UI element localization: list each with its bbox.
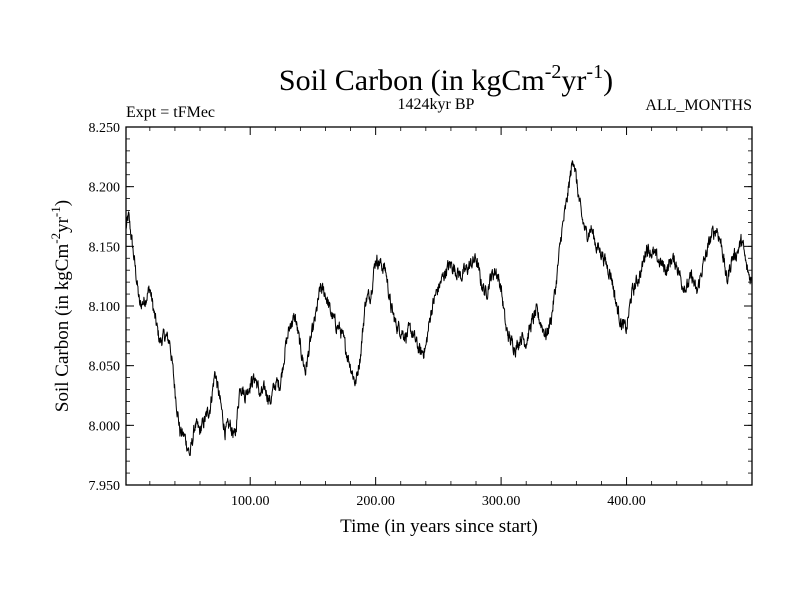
x-axis: 100.00 200.00 300.00 400.00 xyxy=(149,127,728,509)
chart-title: Soil Carbon (in kgCm-2yr-1) xyxy=(279,61,613,97)
x-axis-label: Time (in years since start) xyxy=(340,516,538,537)
y-tick-label: 7.950 xyxy=(89,479,121,494)
months-label: ALL_MONTHS xyxy=(645,97,752,114)
period-label: 1424kyr BP xyxy=(398,96,475,113)
y-tick-label: 8.250 xyxy=(89,121,121,136)
y-tick-label: 8.050 xyxy=(89,360,121,375)
y-tick-label: 8.150 xyxy=(89,240,121,255)
soil-carbon-series-line xyxy=(125,160,753,456)
experiment-label: Expt = tFMec xyxy=(126,104,215,121)
y-axis-label: Soil Carbon (in kgCm-2yr-1) xyxy=(48,200,73,412)
y-tick-label: 8.100 xyxy=(89,300,121,315)
y-tick-label: 8.200 xyxy=(89,181,121,196)
y-axis: 7.950 8.000 8.050 8.100 8.150 8.200 8.250 xyxy=(89,121,752,494)
x-tick-label: 400.00 xyxy=(607,494,646,509)
y-tick-label: 8.000 xyxy=(89,419,121,434)
x-tick-label: 300.00 xyxy=(482,494,521,509)
x-tick-label: 100.00 xyxy=(231,494,270,509)
x-tick-label: 200.00 xyxy=(356,494,395,509)
